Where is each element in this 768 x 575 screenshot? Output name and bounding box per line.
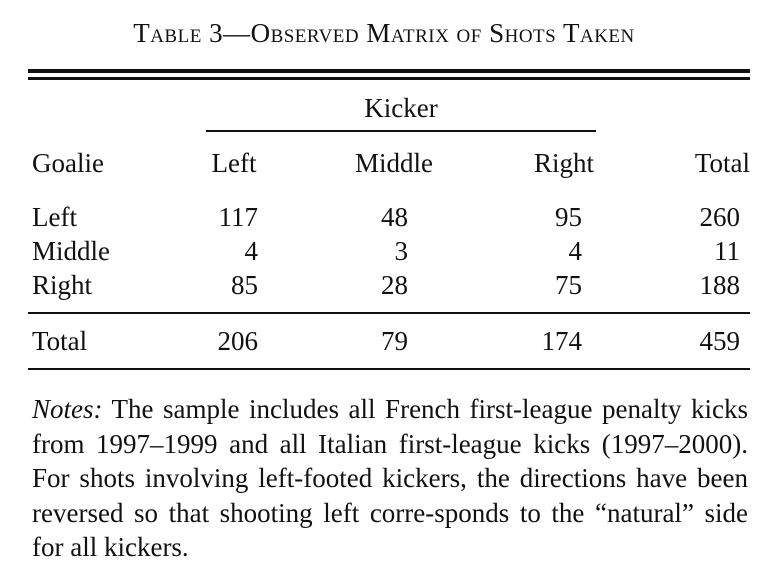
table-cell: 4: [568, 236, 583, 266]
top-rule: [28, 69, 750, 73]
table-cell: 188: [699, 270, 741, 300]
table-cell: 75: [555, 270, 582, 300]
table-cell: 174: [541, 326, 583, 356]
table-cell: 3: [394, 236, 409, 266]
table-cell: 95: [555, 202, 582, 232]
top-rule-secondary: [28, 77, 750, 80]
total-separator-rule: [28, 312, 750, 314]
row-label-left: Left: [32, 202, 77, 232]
table-cell: 48: [381, 202, 408, 232]
kicker-group-header: Kicker: [364, 93, 438, 123]
table-cell: 11: [714, 236, 740, 266]
column-header-middle: Middle: [355, 148, 433, 178]
table-cell: 117: [218, 202, 259, 232]
table-cell: 206: [217, 326, 259, 356]
table-cell: 4: [244, 236, 259, 266]
table-cell: 260: [699, 202, 741, 232]
row-label-middle: Middle: [32, 236, 110, 266]
kicker-group-rule: [206, 130, 596, 132]
table-cell: 85: [231, 270, 258, 300]
bottom-rule: [28, 368, 750, 370]
table-caption: Table 3—Observed Matrix of Shots Taken: [133, 18, 635, 48]
column-header-left: Left: [211, 148, 257, 178]
table-cell: 79: [381, 326, 408, 356]
row-label-total: Total: [32, 326, 88, 356]
table-cell: 28: [381, 270, 408, 300]
notes-label: Notes:: [32, 394, 103, 424]
column-header-right: Right: [533, 148, 594, 178]
table-notes: Notes: The sample includes all French fi…: [32, 392, 748, 565]
column-header-total: Total: [694, 148, 750, 178]
row-label-right: Right: [32, 270, 93, 300]
goalie-header: Goalie: [32, 148, 104, 178]
table-cell: 459: [699, 326, 741, 356]
notes-text: The sample includes all French first-lea…: [32, 394, 749, 562]
